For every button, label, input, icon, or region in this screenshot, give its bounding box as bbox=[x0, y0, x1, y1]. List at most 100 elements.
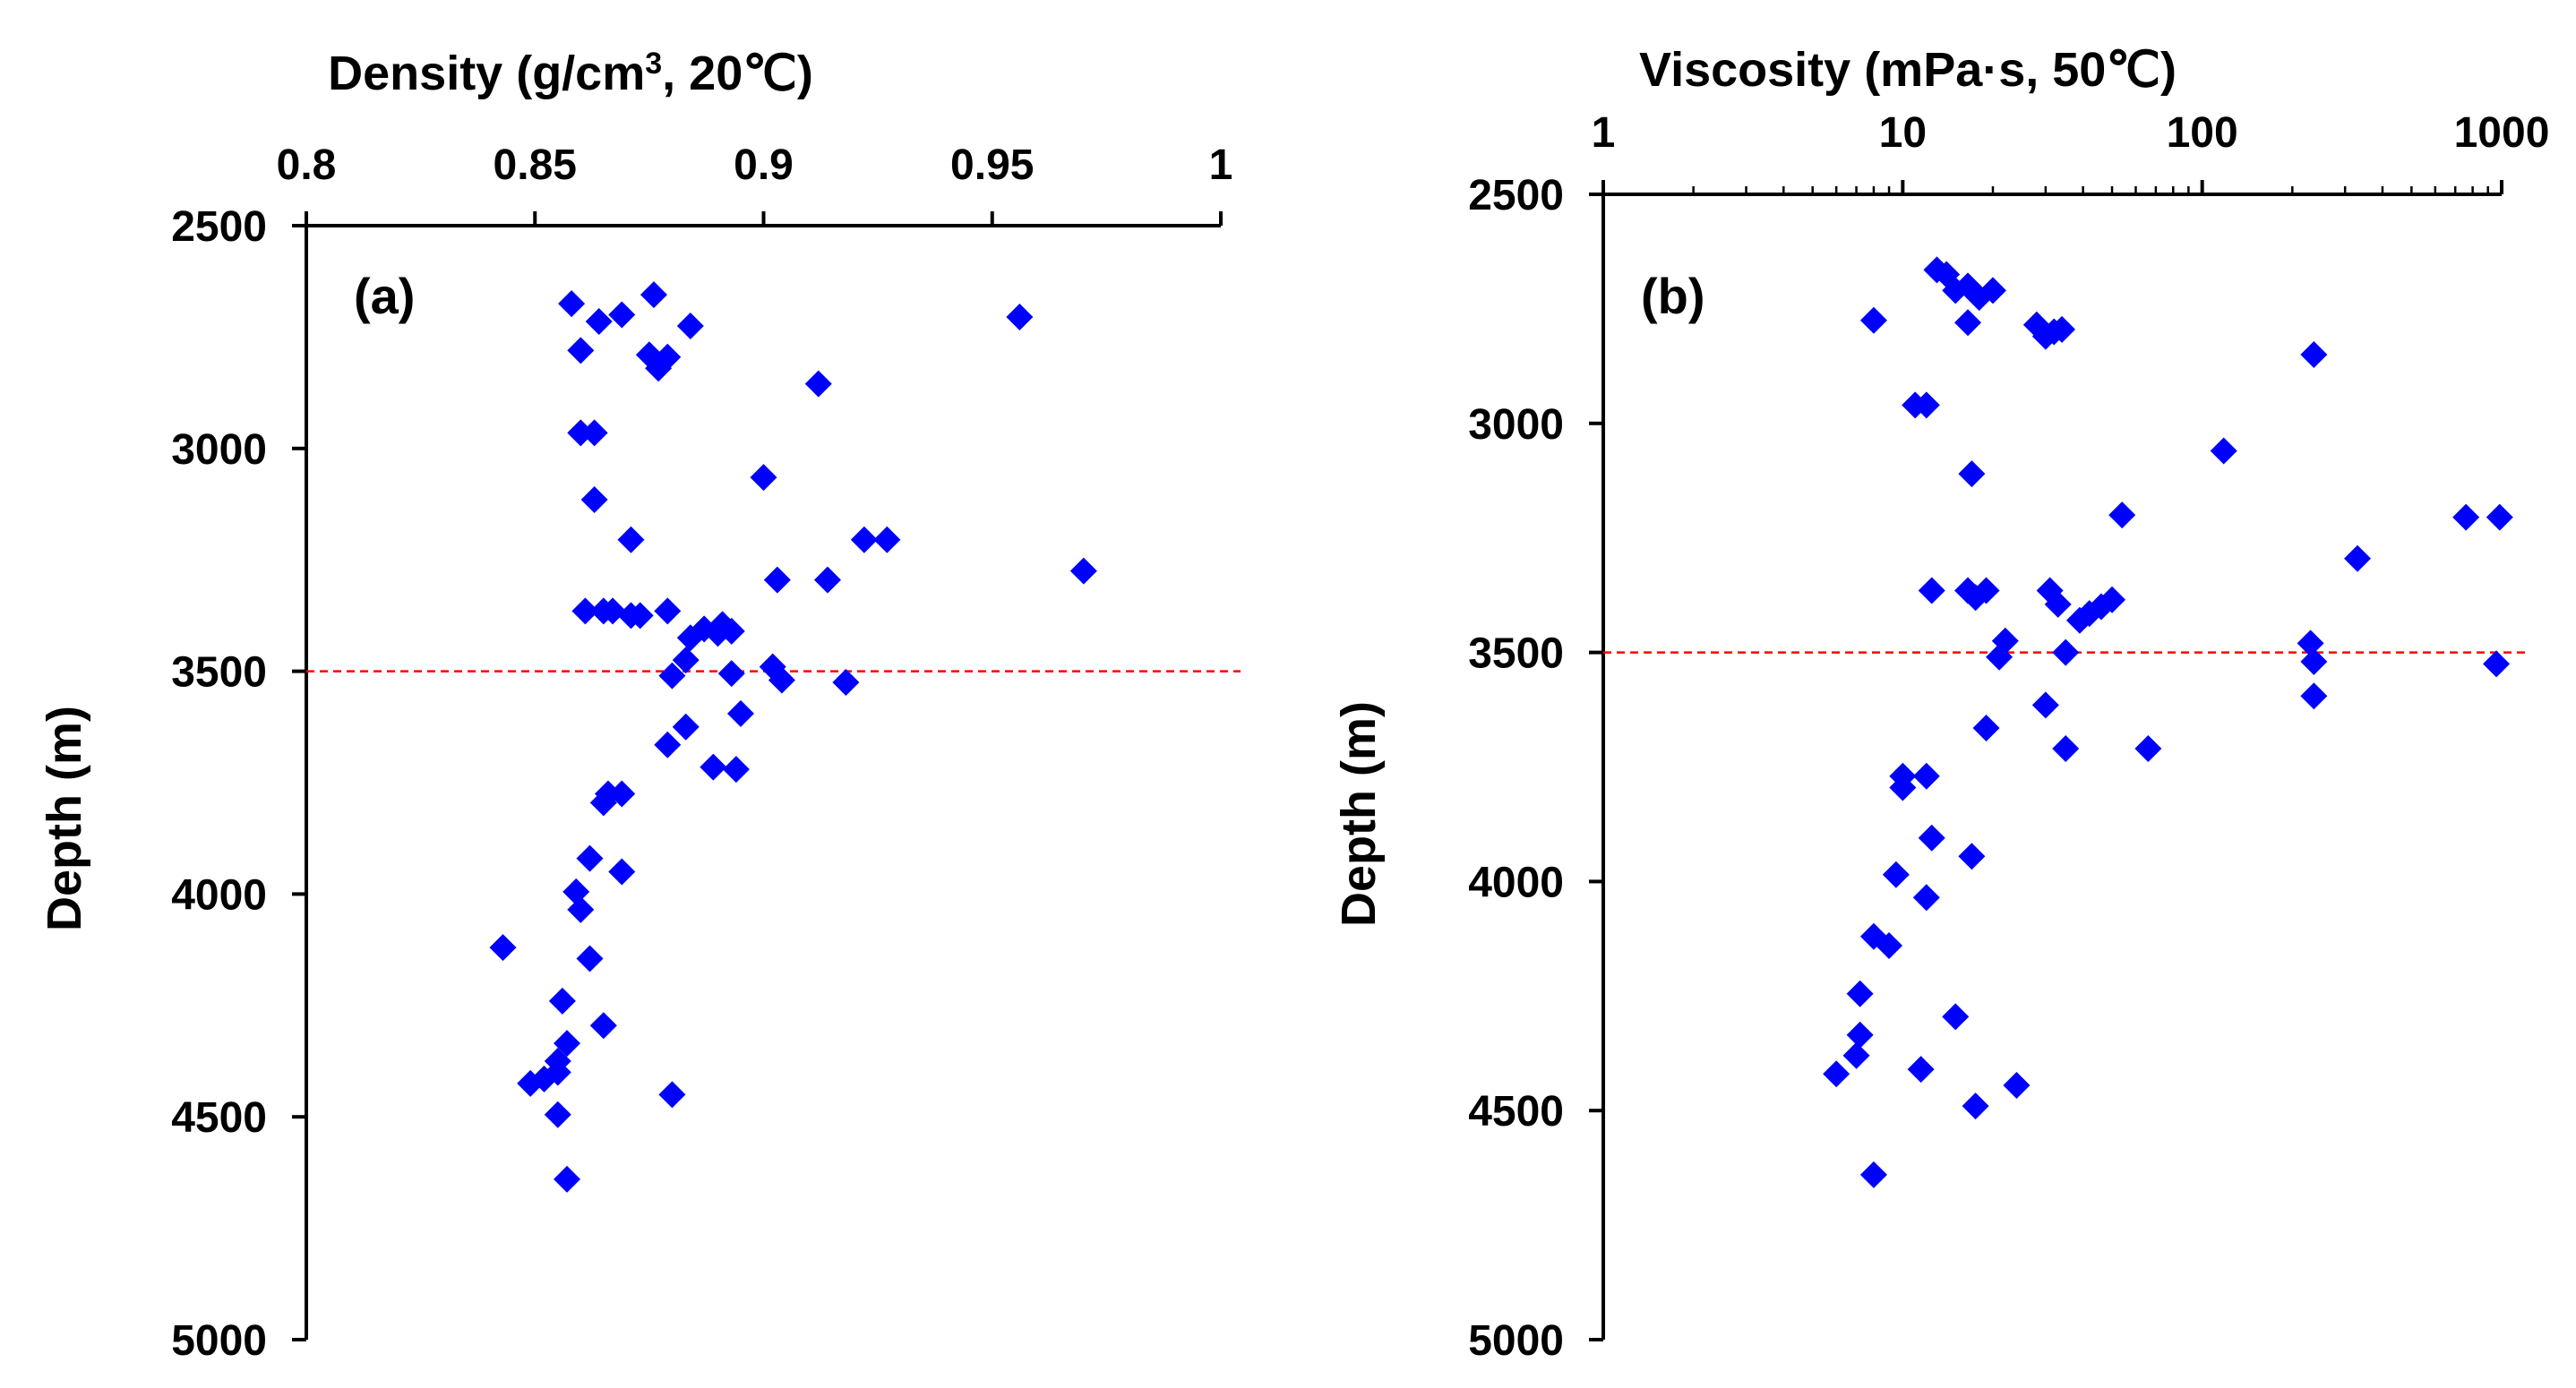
density-data-point-1 bbox=[585, 307, 613, 335]
density-data-point-42 bbox=[722, 756, 750, 784]
viscosity-data-point-15 bbox=[2210, 437, 2237, 465]
viscosity-data-point-11 bbox=[2031, 322, 2059, 350]
viscosity-y-tick-label-4000: 4000 bbox=[1468, 859, 1564, 906]
density-axis-title: Density (g/cm3, 20℃) bbox=[328, 47, 813, 100]
density-x-tick-label-0-9: 0.9 bbox=[734, 141, 794, 189]
viscosity-x-tick-label-10: 10 bbox=[1879, 109, 1927, 157]
density-data-point-34 bbox=[717, 660, 745, 688]
viscosity-data-point-57 bbox=[2003, 1072, 2031, 1100]
density-data-point-15 bbox=[617, 526, 645, 553]
panel-label-a: (a) bbox=[354, 268, 415, 324]
density-data-point-18 bbox=[1069, 557, 1097, 585]
viscosity-data-point-18 bbox=[2452, 503, 2480, 531]
viscosity-data-point-51 bbox=[1846, 980, 1874, 1007]
viscosity-data-point-44 bbox=[1889, 774, 1917, 801]
density-data-point-45 bbox=[589, 789, 617, 817]
density-data-point-33 bbox=[658, 662, 686, 690]
viscosity-data-point-48 bbox=[1912, 884, 1940, 912]
viscosity-y-tick-label-3500: 3500 bbox=[1468, 630, 1564, 678]
viscosity-data-point-7 bbox=[1954, 309, 1982, 337]
viscosity-data-point-5 bbox=[1979, 277, 2006, 304]
viscosity-data-point-38 bbox=[2031, 691, 2059, 719]
density-data-point-23 bbox=[599, 597, 627, 625]
density-data-point-14 bbox=[580, 486, 608, 514]
density-data-point-3 bbox=[640, 281, 667, 309]
density-data-point-11 bbox=[567, 419, 595, 447]
viscosity-x-ticks: 1 10 100 1000 bbox=[1592, 109, 2549, 194]
viscosity-y-tick-label-4500: 4500 bbox=[1468, 1088, 1564, 1135]
viscosity-data-point-26 bbox=[2044, 590, 2072, 618]
viscosity-data-point-47 bbox=[1882, 861, 1910, 888]
density-data-point-50 bbox=[489, 934, 517, 962]
viscosity-data-point-59 bbox=[1859, 1161, 1887, 1188]
viscosity-data-point-36 bbox=[2483, 650, 2511, 678]
density-data-point-17 bbox=[873, 526, 901, 553]
viscosity-axis-title: Viscosity (mPa·s, 50℃) bbox=[1639, 43, 2177, 97]
viscosity-data-point-50 bbox=[1876, 932, 1903, 960]
panel-label-b: (b) bbox=[1641, 268, 1705, 324]
density-data-point-10 bbox=[804, 370, 832, 398]
density-data-point-5 bbox=[1006, 304, 1034, 331]
density-data-point-59 bbox=[658, 1081, 686, 1109]
density-y-tick-label-4000: 4000 bbox=[171, 871, 267, 919]
density-data-point-60 bbox=[544, 1101, 571, 1128]
viscosity-chart: Viscosity (mPa·s, 50℃) Depth (m) (b) 250… bbox=[1332, 43, 2549, 1365]
viscosity-data-point-33 bbox=[2052, 638, 2080, 666]
viscosity-data-point-14 bbox=[1912, 391, 1940, 419]
density-data-point-31 bbox=[717, 617, 745, 645]
density-data-point-46 bbox=[576, 844, 604, 872]
density-data-point-47 bbox=[608, 858, 636, 886]
viscosity-y-ticks: 2500 3000 3500 4000 4500 5000 bbox=[1468, 172, 1603, 1365]
density-data-point-61 bbox=[553, 1165, 580, 1193]
density-data-point-2 bbox=[608, 301, 636, 329]
density-data-points bbox=[489, 281, 1097, 1193]
density-y-axis-title: Depth (m) bbox=[38, 706, 91, 931]
viscosity-data-point-58 bbox=[1962, 1092, 1989, 1120]
density-data-point-41 bbox=[700, 753, 727, 781]
viscosity-data-point-35 bbox=[2300, 647, 2328, 675]
density-x-tick-label-0-95: 0.95 bbox=[950, 141, 1034, 189]
density-data-point-19 bbox=[763, 566, 791, 594]
density-data-point-6 bbox=[567, 337, 595, 364]
density-data-point-9 bbox=[645, 355, 673, 382]
viscosity-data-point-37 bbox=[2300, 682, 2328, 710]
density-y-tick-label-5000: 5000 bbox=[171, 1317, 267, 1365]
density-x-ticks: 0.8 0.85 0.9 0.95 1 bbox=[277, 141, 1232, 226]
density-data-point-36 bbox=[768, 666, 795, 694]
density-chart: Density (g/cm3, 20℃) Depth (m) (a) 2500 3… bbox=[38, 47, 1241, 1365]
viscosity-data-point-53 bbox=[1846, 1021, 1874, 1049]
viscosity-data-point-40 bbox=[2052, 735, 2080, 763]
density-data-point-0 bbox=[558, 290, 586, 318]
density-data-point-40 bbox=[726, 699, 754, 727]
density-data-point-20 bbox=[813, 566, 841, 594]
viscosity-data-point-24 bbox=[1972, 577, 2000, 604]
viscosity-y-tick-label-3000: 3000 bbox=[1468, 401, 1564, 449]
viscosity-data-point-19 bbox=[2486, 503, 2513, 531]
density-data-point-13 bbox=[750, 464, 777, 492]
density-y-tick-label-4500: 4500 bbox=[171, 1094, 267, 1142]
viscosity-x-tick-label-100: 100 bbox=[2167, 109, 2238, 157]
viscosity-data-point-45 bbox=[1918, 824, 1945, 852]
density-y-tick-label-3500: 3500 bbox=[171, 649, 267, 697]
viscosity-data-point-17 bbox=[2108, 501, 2136, 529]
density-data-point-49 bbox=[567, 895, 595, 923]
viscosity-data-point-54 bbox=[1842, 1041, 1870, 1069]
viscosity-data-point-52 bbox=[1942, 1003, 1970, 1031]
density-data-point-53 bbox=[589, 1012, 617, 1040]
density-x-tick-label-0-85: 0.85 bbox=[494, 141, 577, 189]
density-data-point-4 bbox=[676, 312, 704, 339]
viscosity-data-point-20 bbox=[2344, 544, 2372, 572]
viscosity-data-point-39 bbox=[1972, 715, 2000, 742]
density-data-point-16 bbox=[850, 526, 878, 553]
viscosity-data-point-43 bbox=[1912, 762, 1940, 790]
viscosity-y-axis-title: Depth (m) bbox=[1332, 701, 1386, 927]
viscosity-data-point-16 bbox=[1958, 460, 1986, 488]
viscosity-y-tick-label-2500: 2500 bbox=[1468, 172, 1564, 219]
viscosity-data-point-30 bbox=[2065, 606, 2093, 634]
viscosity-data-point-41 bbox=[2134, 735, 2162, 763]
density-data-point-21 bbox=[571, 597, 599, 625]
viscosity-data-point-32 bbox=[1986, 643, 2014, 671]
viscosity-data-point-55 bbox=[1823, 1060, 1850, 1088]
viscosity-data-point-46 bbox=[1958, 843, 1986, 870]
